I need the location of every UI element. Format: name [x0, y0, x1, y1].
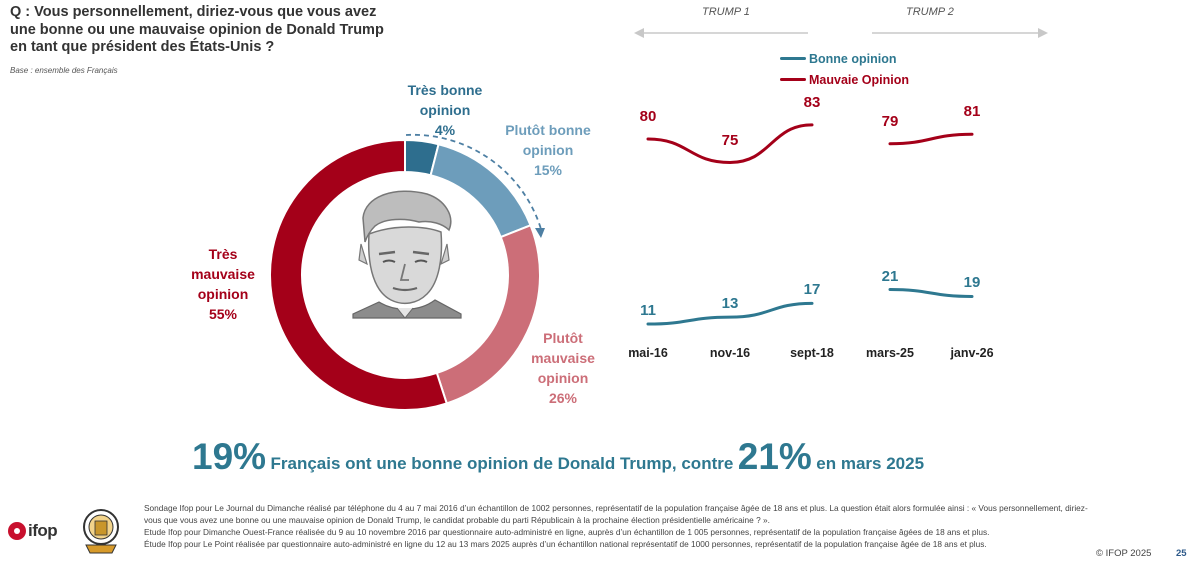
- legend-swatch-mauvaise: [780, 78, 806, 81]
- value-label-mauvaise-mars-25: 79: [881, 112, 899, 130]
- value-label-mauvaise-sept-18: 83: [803, 93, 821, 111]
- slice-label-tres-bonne: Très bonne opinion 4%: [407, 82, 483, 138]
- good-opinion-arc-arrow: [405, 133, 542, 230]
- ifop-logo-text: ifop: [28, 521, 58, 540]
- slice-label-plutot-mauvaise: Plutôt mauvaise opinion 26%: [531, 330, 595, 406]
- headline: 19% Français ont une bonne opinion de Do…: [192, 436, 924, 478]
- arc-arrowhead: [535, 228, 545, 238]
- x-tick-mai-16: mai-16: [628, 346, 668, 360]
- line-chart: [646, 123, 974, 326]
- page-number: 25: [1176, 548, 1187, 559]
- legend-label-bonne: Bonne opinion: [809, 51, 897, 66]
- value-label-mauvaise-nov-16: 75: [721, 131, 739, 149]
- x-tick-sept-18: sept-18: [790, 346, 834, 360]
- partner-seal-logo: [83, 509, 119, 554]
- donut-slice-tres-mauvaise: [269, 138, 448, 411]
- legend-swatch-bonne: [780, 57, 806, 60]
- copyright: © IFOP 2025: [1096, 548, 1152, 559]
- value-label-mauvaise-mai-16: 80: [639, 108, 657, 125]
- slice-label-plutot-bonne: Plutôt bonne opinion 15%: [505, 122, 591, 178]
- trump2-era-arrow: [872, 28, 1048, 38]
- line-mauvaise-segment-2: [888, 132, 974, 146]
- value-label-bonne-janv-26: 19: [963, 274, 981, 292]
- era-label-trump1: TRUMP 1: [702, 6, 750, 18]
- footnote-line-1: Sondage Ifop pour Le Journal du Dimanche…: [144, 503, 1088, 525]
- value-label-mauvaise-janv-26: 81: [963, 103, 981, 121]
- headline-text-2: en mars 2025: [816, 454, 925, 473]
- line-bonne-segment-1: [646, 301, 814, 326]
- line-bonne-segment-2: [888, 288, 974, 298]
- trump-portrait-icon: [352, 190, 462, 319]
- line-chart-legend: Bonne opinion Mauvaie Opinion: [780, 48, 909, 90]
- base-note: Base : ensemble des Français: [10, 66, 118, 75]
- era-label-trump2: TRUMP 2: [906, 6, 954, 18]
- ifop-logo-mark: [8, 522, 26, 540]
- headline-pct-current: 19%: [192, 436, 267, 477]
- slice-label-tres-mauvaise: Très mauvaise opinion 55%: [191, 246, 255, 322]
- ifop-logo: ifop: [8, 521, 58, 541]
- footnote-line-3: Étude Ifop pour Le Point réalisée par qu…: [144, 539, 987, 549]
- legend-item-mauvaise: Mauvaie Opinion: [780, 69, 909, 90]
- value-label-bonne-mai-16: 11: [640, 302, 656, 320]
- value-label-bonne-nov-16: 13: [721, 295, 739, 313]
- legend-item-bonne: Bonne opinion: [780, 48, 909, 69]
- value-label-bonne-sept-18: 17: [803, 281, 821, 299]
- legend-label-mauvaise: Mauvaie Opinion: [809, 72, 910, 87]
- headline-text-1: Français ont une bonne opinion de Donald…: [270, 454, 734, 473]
- question-title: Q : Vous personnellement, diriez-vous qu…: [10, 4, 384, 55]
- headline-pct-previous: 21%: [737, 436, 812, 477]
- x-tick-mars-25: mars-25: [866, 346, 914, 360]
- line-mauvaise-segment-1: [646, 123, 814, 165]
- donut-chart: [269, 138, 541, 411]
- x-tick-janv-26: janv-26: [950, 346, 994, 360]
- trump1-era-arrow: [634, 28, 808, 38]
- methodology-footnote: Sondage Ifop pour Le Journal du Dimanche…: [144, 502, 1099, 550]
- x-tick-nov-16: nov-16: [709, 346, 751, 360]
- value-label-bonne-mars-25: 21: [881, 267, 899, 285]
- footnote-line-2: Etude Ifop pour Dimanche Ouest-France ré…: [144, 527, 990, 537]
